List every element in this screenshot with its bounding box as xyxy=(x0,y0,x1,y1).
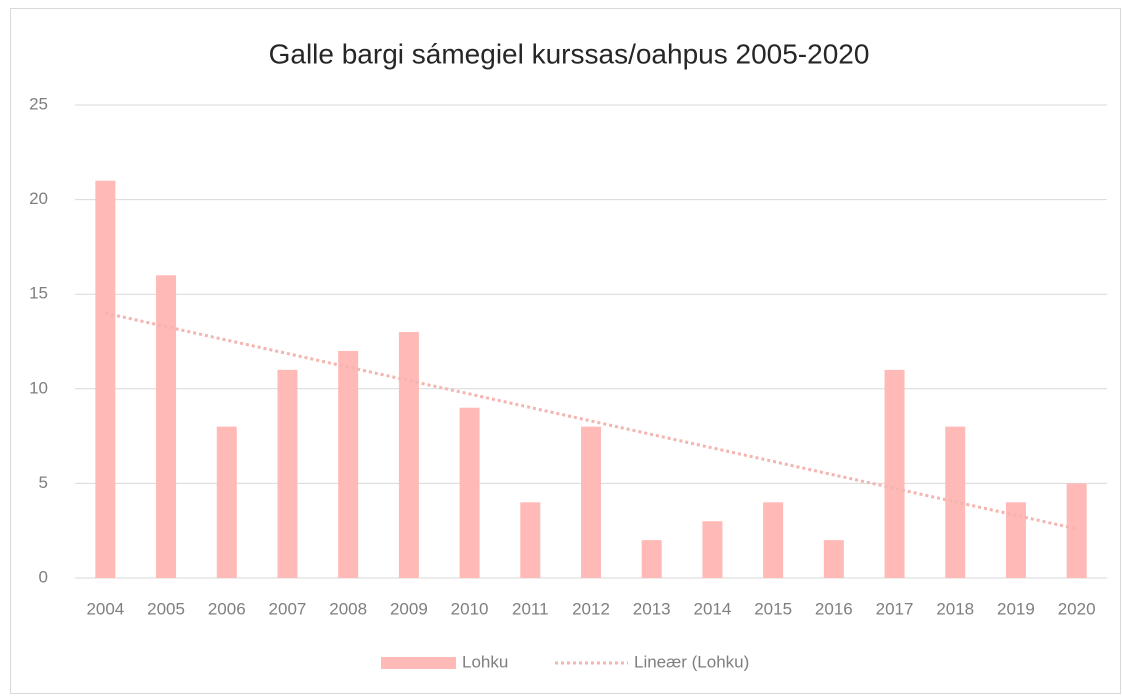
x-tick-label: 2020 xyxy=(1058,599,1096,618)
bar xyxy=(702,521,723,578)
x-tick-label: 2011 xyxy=(512,599,549,618)
bar xyxy=(398,332,419,578)
bar xyxy=(459,407,480,578)
y-tick-label: 20 xyxy=(29,189,48,208)
x-tick-label: 2015 xyxy=(754,599,792,618)
x-tick-label: 2018 xyxy=(936,599,974,618)
x-tick-label: 2004 xyxy=(86,599,124,618)
x-tick-label: 2013 xyxy=(633,599,671,618)
x-tick-label: 2009 xyxy=(390,599,428,618)
legend-label: Lineær (Lohku) xyxy=(634,652,749,671)
y-tick-label: 15 xyxy=(29,284,48,303)
x-tick-label: 2005 xyxy=(147,599,185,618)
bar xyxy=(884,369,905,578)
bar xyxy=(763,502,784,578)
x-tick-label: 2010 xyxy=(451,599,489,618)
bar xyxy=(156,275,177,578)
x-tick-label: 2008 xyxy=(329,599,367,618)
chart-border xyxy=(10,8,1121,694)
x-tick-label: 2007 xyxy=(269,599,307,618)
x-tick-label: 2017 xyxy=(876,599,914,618)
y-tick-label: 0 xyxy=(39,567,48,586)
chart-title: Galle bargi sámegiel kurssas/oahpus 2005… xyxy=(269,38,870,69)
x-tick-label: 2014 xyxy=(693,599,731,618)
bar xyxy=(338,350,359,578)
bar xyxy=(581,426,601,578)
x-tick-label: 2006 xyxy=(208,599,246,618)
bar xyxy=(641,540,662,578)
bar xyxy=(520,502,541,578)
legend-label: Lohku xyxy=(462,652,508,671)
y-tick-label: 5 xyxy=(39,473,48,492)
bar xyxy=(823,540,844,578)
x-tick-label: 2019 xyxy=(997,599,1035,618)
x-tick-label: 2012 xyxy=(572,599,610,618)
x-tick-label: 2016 xyxy=(815,599,853,618)
y-tick-label: 25 xyxy=(29,94,48,113)
bar xyxy=(1066,483,1087,578)
trendline xyxy=(105,311,1077,531)
bar xyxy=(277,369,298,578)
bar xyxy=(95,180,116,578)
bar xyxy=(1005,502,1026,578)
legend-swatch xyxy=(381,657,456,669)
y-tick-label: 10 xyxy=(29,378,48,397)
bar xyxy=(216,426,237,578)
